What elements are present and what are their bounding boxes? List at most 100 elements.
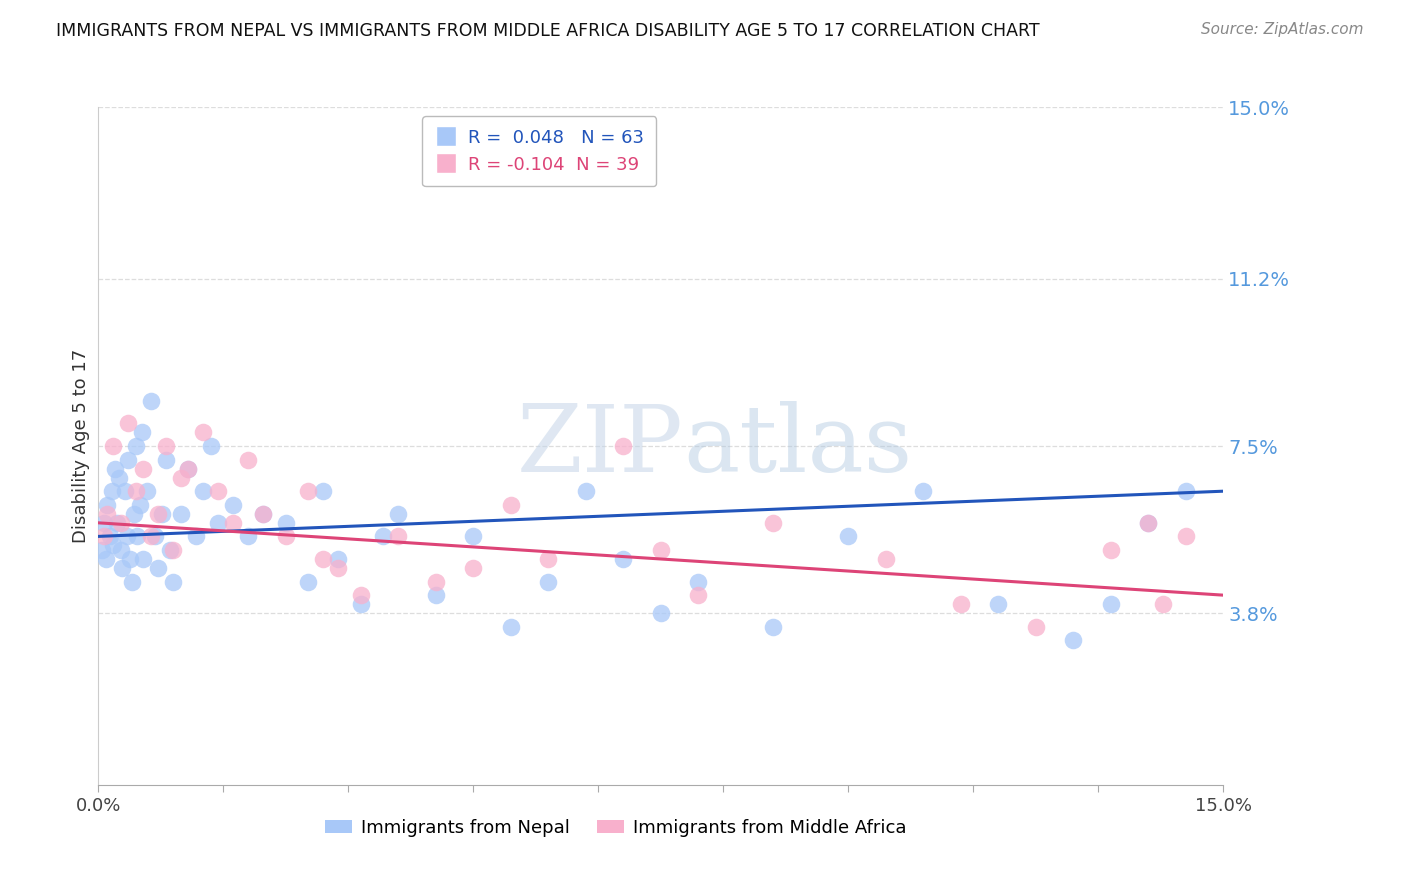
Text: ZIP: ZIP (516, 401, 683, 491)
Point (373, 529, 395, 543)
Point (499, 498, 522, 512)
Point (139, 529, 162, 543)
Point (1174, 529, 1197, 543)
Point (612, 439, 634, 453)
Point (1099, 597, 1122, 611)
Point (136, 484, 159, 499)
Point (875, 552, 897, 566)
Point (222, 516, 245, 530)
Point (200, 439, 222, 453)
Point (312, 484, 335, 499)
Point (132, 461, 155, 475)
Point (1099, 543, 1122, 558)
Point (110, 543, 132, 558)
Point (328, 552, 350, 566)
Point (1152, 597, 1174, 611)
Point (193, 425, 215, 440)
Point (93, 516, 115, 530)
Point (105, 516, 128, 530)
Point (148, 561, 170, 575)
Text: Source: ZipAtlas.com: Source: ZipAtlas.com (1201, 22, 1364, 37)
Point (150, 507, 173, 521)
Legend: Immigrants from Nepal, Immigrants from Middle Africa: Immigrants from Nepal, Immigrants from M… (318, 812, 914, 844)
Point (1137, 516, 1160, 530)
Point (114, 484, 136, 499)
Point (125, 439, 148, 453)
Point (207, 516, 229, 530)
Point (93, 529, 115, 543)
Point (238, 452, 260, 467)
Text: IMMIGRANTS FROM NEPAL VS IMMIGRANTS FROM MIDDLE AFRICA DISABILITY AGE 5 TO 17 CO: IMMIGRANTS FROM NEPAL VS IMMIGRANTS FROM… (56, 22, 1040, 40)
Point (96, 498, 118, 512)
Point (1025, 620, 1047, 634)
Point (121, 574, 143, 589)
Point (184, 529, 207, 543)
Point (177, 461, 200, 475)
Point (762, 516, 785, 530)
Point (155, 439, 177, 453)
Point (274, 516, 297, 530)
Point (91, 543, 114, 558)
Point (101, 484, 124, 499)
Point (148, 507, 170, 521)
Point (162, 574, 184, 589)
Point (108, 470, 131, 484)
Point (425, 588, 447, 602)
Point (252, 507, 274, 521)
Point (96, 507, 118, 521)
Point (650, 543, 672, 558)
Point (688, 588, 710, 602)
Point (162, 543, 184, 558)
Point (1137, 516, 1160, 530)
Point (425, 574, 447, 589)
Point (117, 417, 139, 431)
Point (207, 484, 229, 499)
Point (170, 507, 193, 521)
Point (127, 529, 149, 543)
Point (350, 588, 373, 602)
Point (949, 597, 972, 611)
Point (117, 452, 139, 467)
Point (350, 597, 373, 611)
Point (912, 484, 935, 499)
Point (155, 452, 177, 467)
Point (125, 484, 148, 499)
Point (575, 484, 598, 499)
Point (128, 498, 150, 512)
Point (103, 439, 125, 453)
Point (170, 470, 193, 484)
Point (238, 529, 260, 543)
Point (132, 552, 155, 566)
Point (612, 552, 634, 566)
Text: atlas: atlas (683, 401, 912, 491)
Point (222, 498, 245, 512)
Point (762, 620, 785, 634)
Point (252, 507, 274, 521)
Point (1174, 484, 1197, 499)
Point (537, 574, 560, 589)
Point (987, 597, 1010, 611)
Point (94, 552, 117, 566)
Point (688, 574, 710, 589)
Point (274, 529, 297, 543)
Point (537, 552, 560, 566)
Point (104, 461, 127, 475)
Point (110, 516, 132, 530)
Point (312, 552, 335, 566)
Point (297, 574, 319, 589)
Point (387, 507, 409, 521)
Point (98, 529, 121, 543)
Point (115, 529, 138, 543)
Point (463, 529, 485, 543)
Point (463, 561, 485, 575)
Point (177, 461, 200, 475)
Point (118, 552, 141, 566)
Point (124, 507, 146, 521)
Point (328, 561, 350, 575)
Point (143, 529, 166, 543)
Point (103, 538, 125, 552)
Y-axis label: Disability Age 5 to 17: Disability Age 5 to 17 (72, 349, 90, 543)
Point (650, 606, 672, 620)
Point (111, 561, 134, 575)
Point (1062, 633, 1084, 648)
